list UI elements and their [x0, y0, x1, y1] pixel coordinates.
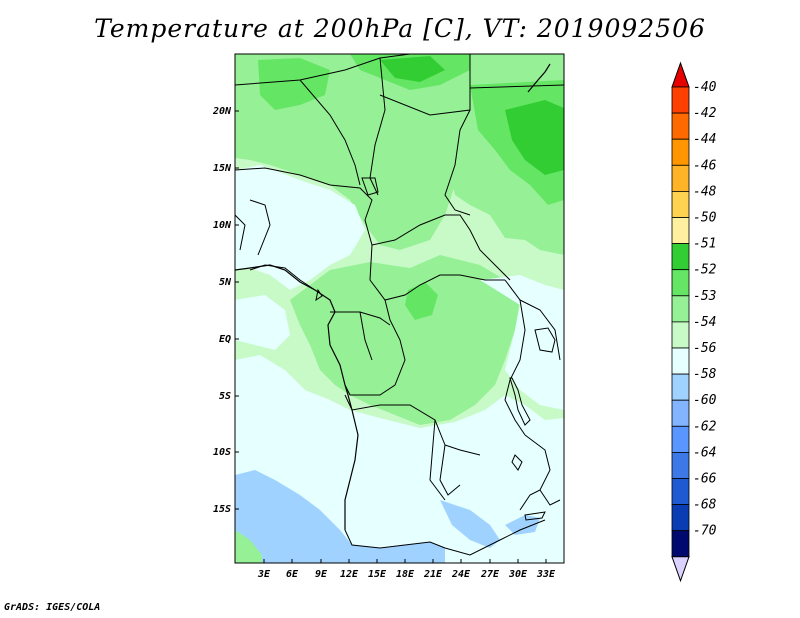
- field-region-52-west: [258, 58, 330, 110]
- legend-label: -52: [693, 263, 717, 278]
- lat-label: EQ: [219, 334, 231, 345]
- legend-label: -62: [693, 419, 717, 434]
- legend-label: -56: [693, 341, 717, 356]
- lon-label: 30E: [508, 569, 528, 580]
- legend-label: -46: [693, 158, 717, 173]
- lon-axis: 3E 6E 9E 12E 15E 18E 21E 24E 27E 30E 33E: [257, 569, 556, 580]
- legend-swatch: [671, 112, 690, 140]
- legend-label: -42: [693, 106, 717, 121]
- legend-swatch: [671, 373, 690, 401]
- coastline: [235, 264, 359, 530]
- lon-label: 15E: [368, 569, 387, 580]
- lon-label: 24E: [451, 569, 471, 580]
- legend-swatch: [671, 217, 690, 245]
- legend-label: -60: [693, 393, 717, 408]
- lat-label: 5S: [219, 391, 231, 402]
- lat-label: 10N: [213, 220, 232, 231]
- legend-swatch: [671, 504, 690, 532]
- field-region-53-central: [290, 255, 520, 425]
- lat-label: 20N: [212, 106, 232, 117]
- field-region-58-sw: [235, 470, 445, 563]
- legend-swatch: [671, 86, 690, 114]
- map-title: Temperature at 200hPa [C], VT: 201909250…: [94, 14, 706, 43]
- field-region-58-se: [440, 500, 500, 548]
- field-region-53-sw: [235, 530, 262, 563]
- lat-axis: 20N 15N 10N 5N EQ 5S 10S 15S: [212, 106, 232, 515]
- field-region-58-e: [505, 515, 540, 535]
- legend-label: -58: [693, 367, 717, 382]
- field-region-52-central: [405, 282, 438, 320]
- field-region-51-a: [505, 100, 564, 175]
- footer-credit: GrADS: IGES/COLA: [4, 602, 101, 613]
- map-panel: [235, 54, 564, 563]
- color-legend: -40 -42 -44 -46 -48 -50 -51 -52 -53 -54 -56 -58 -60 -…: [671, 61, 717, 583]
- field-region-51-ne-edge: [527, 63, 551, 93]
- legend-swatch: [671, 399, 690, 427]
- legend-swatch: [671, 425, 690, 453]
- legend-label: -66: [693, 472, 717, 487]
- legend-label: -68: [693, 498, 717, 513]
- legend-label: -64: [693, 445, 716, 460]
- legend-label: -48: [693, 184, 717, 199]
- lon-label: 12E: [340, 569, 359, 580]
- legend-swatch: [671, 190, 690, 218]
- lon-ticks: [263, 559, 547, 563]
- lat-label: 15S: [213, 504, 231, 515]
- legend-label: -54: [693, 315, 716, 330]
- lon-label: 9E: [315, 569, 328, 580]
- legend-swatch: [671, 243, 690, 271]
- country-borders: [235, 54, 564, 556]
- legend-arrow-top: [671, 61, 690, 88]
- field-region-56-east: [480, 275, 564, 410]
- lon-label: 3E: [257, 569, 271, 580]
- lon-label: 6E: [286, 569, 299, 580]
- legend-swatch: [671, 295, 690, 323]
- lat-label: 5N: [219, 277, 232, 288]
- field-region-56-west: [235, 295, 290, 350]
- legend-label: -44: [693, 132, 716, 147]
- field-region-51-b: [380, 56, 445, 82]
- lon-label: 27E: [480, 569, 500, 580]
- lat-ticks: [235, 110, 239, 510]
- legend-label: -70: [693, 524, 717, 539]
- map-frame: [234, 53, 565, 564]
- legend-swatch: [671, 269, 690, 297]
- lon-label: 21E: [423, 569, 443, 580]
- legend-swatch: [671, 347, 690, 375]
- legend-swatch: [671, 530, 690, 558]
- legend-arrow-bottom: [671, 556, 690, 583]
- legend-swatch: [671, 138, 690, 166]
- legend-label: -50: [693, 211, 717, 226]
- lat-label: 10S: [213, 447, 231, 458]
- legend-swatch: [671, 451, 690, 479]
- legend-swatch: [671, 478, 690, 506]
- legend-label: -40: [693, 80, 717, 95]
- legend-swatch: [671, 321, 690, 349]
- lon-label: 18E: [396, 569, 415, 580]
- legend-swatch: [671, 164, 690, 192]
- lon-label: 33E: [536, 569, 556, 580]
- legend-label: -51: [693, 237, 716, 252]
- lat-label: 15N: [213, 163, 232, 174]
- field-region-54-west: [235, 165, 365, 290]
- legend-label: -53: [693, 289, 716, 304]
- lakes: [315, 177, 556, 521]
